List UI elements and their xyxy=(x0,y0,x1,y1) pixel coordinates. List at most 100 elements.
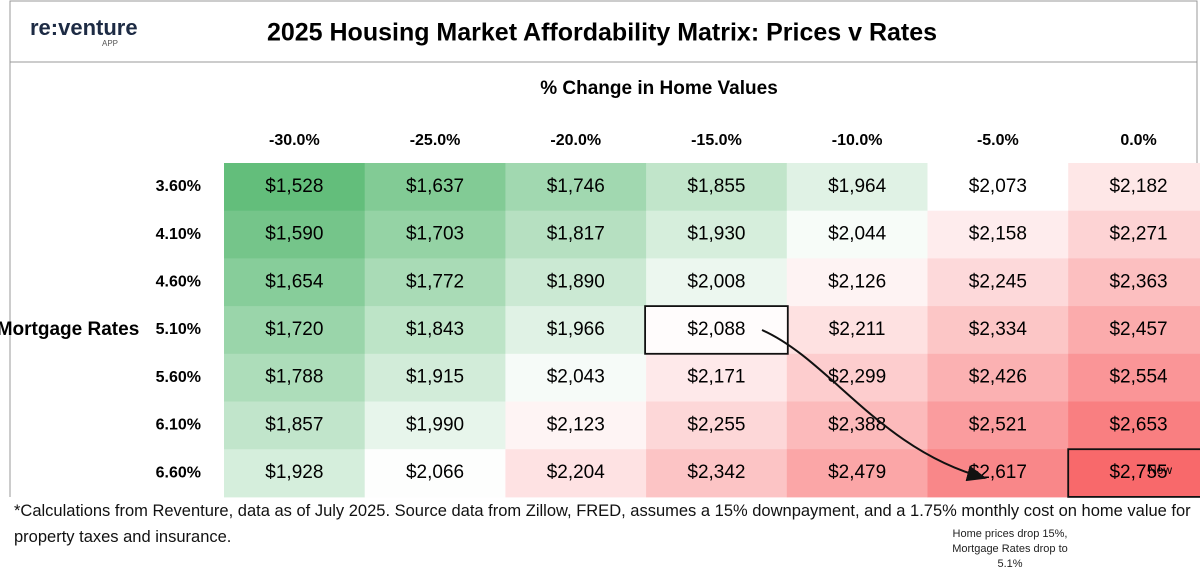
cell xyxy=(364,401,506,450)
logo-sub: APP xyxy=(102,39,118,48)
cell-label: $2,755 xyxy=(1109,462,1167,483)
cell xyxy=(1068,401,1200,450)
cell xyxy=(1068,210,1200,259)
column-label: -5.0% xyxy=(977,132,1019,149)
cell-label: $2,457 xyxy=(1109,319,1167,340)
cell-label: $2,245 xyxy=(969,271,1027,292)
cell-label: $1,928 xyxy=(265,462,323,483)
cell xyxy=(224,258,366,307)
cell xyxy=(505,449,647,498)
cell-label: $2,073 xyxy=(969,176,1027,197)
cell xyxy=(927,163,1069,212)
cell-label: $2,653 xyxy=(1109,414,1167,435)
cell xyxy=(224,163,366,212)
row-label: 5.60% xyxy=(156,369,201,386)
cell xyxy=(786,258,928,307)
cell xyxy=(1068,306,1200,355)
cell xyxy=(646,210,788,259)
arrow xyxy=(761,329,987,482)
header-box xyxy=(9,0,1198,63)
cell-label: $2,388 xyxy=(828,414,886,435)
x-axis-title: % Change in Home Values xyxy=(540,78,778,99)
cell-label: $1,964 xyxy=(828,176,887,197)
cell-label: $2,271 xyxy=(1109,224,1167,245)
cell-label: $1,637 xyxy=(406,176,464,197)
row-label: 6.10% xyxy=(156,417,201,434)
cell xyxy=(786,210,928,259)
cell xyxy=(927,210,1069,259)
cell xyxy=(364,163,506,212)
cell xyxy=(224,353,366,402)
cell-label: $1,990 xyxy=(406,414,464,435)
cell xyxy=(927,306,1069,355)
column-label: -10.0% xyxy=(832,132,883,149)
cell-label: $2,043 xyxy=(547,367,605,388)
cell-label: $1,720 xyxy=(265,319,323,340)
highlight-box xyxy=(1067,448,1200,498)
column-label: 0.0% xyxy=(1120,132,1156,149)
cell-label: $1,930 xyxy=(687,224,745,245)
row-label: 6.60% xyxy=(156,464,201,481)
cell-label: $1,528 xyxy=(265,176,323,197)
row-label: 4.10% xyxy=(156,226,201,243)
cell xyxy=(224,210,366,259)
cell-label: $2,088 xyxy=(687,319,745,340)
cell-label: $1,857 xyxy=(265,414,323,435)
cell xyxy=(1068,449,1200,498)
cell-label: $1,590 xyxy=(265,224,323,245)
cell xyxy=(364,258,506,307)
cell xyxy=(646,258,788,307)
cell xyxy=(505,163,647,212)
cell xyxy=(364,210,506,259)
cell xyxy=(364,449,506,498)
cell xyxy=(786,401,928,450)
highlight-box xyxy=(644,305,789,355)
column-label: -15.0% xyxy=(691,132,742,149)
cell-label: $2,299 xyxy=(828,367,886,388)
cell-label: $1,966 xyxy=(547,319,605,340)
row-label: 4.60% xyxy=(156,273,201,290)
cell-label: $2,066 xyxy=(406,462,464,483)
cell-label: $1,788 xyxy=(265,367,323,388)
cell xyxy=(505,258,647,307)
cell-label: $2,171 xyxy=(687,367,745,388)
cell xyxy=(927,449,1069,498)
cell-label: $1,703 xyxy=(406,224,464,245)
cell-label: $2,334 xyxy=(969,319,1028,340)
cell xyxy=(646,353,788,402)
cell-label: $1,915 xyxy=(406,367,464,388)
cell xyxy=(224,306,366,355)
cell xyxy=(927,401,1069,450)
cell xyxy=(1068,163,1200,212)
cell-label: $2,363 xyxy=(1109,271,1167,292)
cell-label: $1,654 xyxy=(265,271,324,292)
cell-label: $2,342 xyxy=(687,462,745,483)
cell-label: $2,008 xyxy=(687,271,745,292)
cell-label: $2,126 xyxy=(828,271,886,292)
cell xyxy=(505,401,647,450)
cell xyxy=(224,449,366,498)
cell xyxy=(224,401,366,450)
cell xyxy=(1068,258,1200,307)
cell-label: $1,772 xyxy=(406,271,464,292)
cell-label: $2,617 xyxy=(969,462,1027,483)
cell-label: $2,521 xyxy=(969,414,1027,435)
cell xyxy=(927,258,1069,307)
cell-label: $1,746 xyxy=(547,176,605,197)
cell xyxy=(646,163,788,212)
cell xyxy=(364,306,506,355)
footnote: *Calculations from Reventure, data as of… xyxy=(14,502,1191,546)
cell-label: $1,855 xyxy=(687,176,745,197)
cell xyxy=(646,449,788,498)
cell-label: $2,123 xyxy=(547,414,605,435)
cell xyxy=(927,353,1069,402)
cell xyxy=(505,306,647,355)
chart-title: 2025 Housing Market Affordability Matrix… xyxy=(267,19,937,47)
row-label: 3.60% xyxy=(156,178,201,195)
cell xyxy=(646,401,788,450)
cell xyxy=(1068,353,1200,402)
column-label: -25.0% xyxy=(410,132,461,149)
y-axis-title: Mortgage Rates xyxy=(0,319,139,340)
